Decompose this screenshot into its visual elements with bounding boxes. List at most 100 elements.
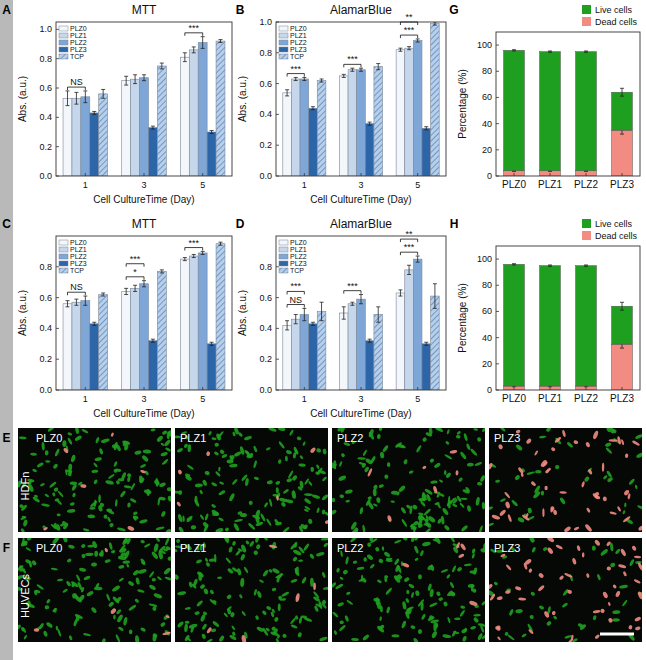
cell <box>479 475 485 483</box>
cell <box>19 504 24 509</box>
y-tick-label: 0.6 <box>259 293 272 303</box>
cell <box>332 463 337 469</box>
error-cap <box>311 325 315 326</box>
cell <box>44 493 49 498</box>
error-line <box>295 315 296 324</box>
micrograph <box>175 538 328 642</box>
cell <box>316 507 320 513</box>
cell <box>423 508 431 516</box>
error-cap <box>433 308 437 309</box>
error-cap <box>320 82 324 83</box>
cell <box>507 514 512 523</box>
bar <box>189 256 198 390</box>
y-tick <box>496 311 499 312</box>
cell <box>243 566 249 573</box>
cell <box>559 491 566 494</box>
error-bar <box>294 77 298 80</box>
cell <box>534 450 539 456</box>
error-cap <box>368 342 372 343</box>
cell <box>297 632 302 638</box>
cell <box>551 611 556 616</box>
cell <box>211 503 217 508</box>
cell <box>467 462 474 467</box>
y-tick-label: 80 <box>482 66 492 76</box>
cell <box>542 508 544 517</box>
micrograph-bg <box>489 538 642 642</box>
cell <box>98 494 101 502</box>
error-bar <box>424 127 428 130</box>
cell <box>290 624 297 629</box>
cell <box>204 470 210 475</box>
x-tick-label: PLZ3 <box>610 179 634 190</box>
cell <box>402 562 410 568</box>
cell <box>91 469 98 473</box>
cell <box>45 450 49 455</box>
error-cap <box>74 299 78 300</box>
error-cap <box>302 77 306 78</box>
cell <box>458 553 465 559</box>
legend-label: PLZ2 <box>70 39 87 46</box>
cell <box>470 448 478 457</box>
y-tick-label: 40 <box>482 333 492 343</box>
cell <box>625 453 629 458</box>
cell <box>637 505 642 511</box>
cell <box>127 477 131 483</box>
cell <box>135 577 140 585</box>
error-cap <box>433 283 437 284</box>
cell <box>240 544 247 553</box>
x-tick-label: 5 <box>415 394 420 404</box>
error-line <box>369 339 370 342</box>
cell <box>592 545 596 550</box>
cell <box>127 580 134 587</box>
bar <box>198 43 207 176</box>
cell <box>429 589 434 598</box>
cell <box>57 490 64 497</box>
cell <box>319 636 328 642</box>
cell <box>269 498 273 507</box>
marks <box>283 256 439 390</box>
cell <box>459 451 467 460</box>
cell <box>241 610 246 616</box>
error-bar <box>342 74 346 77</box>
cell <box>175 548 178 553</box>
cell <box>226 606 232 612</box>
cell <box>167 495 171 501</box>
bar <box>81 97 90 176</box>
cell <box>622 571 627 577</box>
y-tick <box>56 359 59 360</box>
error-cap <box>219 39 223 40</box>
cell <box>447 617 451 624</box>
legend-label: PLZ2 <box>290 39 307 46</box>
error-bar <box>65 301 69 307</box>
y-tick <box>276 52 279 53</box>
error-cap <box>548 266 552 267</box>
bar-segment <box>576 52 597 171</box>
cell <box>582 552 585 557</box>
marks <box>63 37 225 176</box>
cell <box>441 568 449 573</box>
cell <box>379 616 382 621</box>
cell <box>156 435 164 443</box>
cell <box>321 476 327 482</box>
error-line <box>343 74 344 77</box>
cell <box>477 482 483 486</box>
cell <box>322 509 326 514</box>
error-cap <box>294 314 298 315</box>
error-bar <box>620 302 624 310</box>
legend-swatch <box>59 26 68 31</box>
error-cap <box>92 114 96 115</box>
cell <box>609 439 618 442</box>
cell <box>148 584 156 591</box>
cell <box>160 442 165 446</box>
cell <box>335 583 344 590</box>
x-tick <box>304 387 305 390</box>
cell <box>451 630 456 637</box>
error-line <box>193 47 194 53</box>
cell <box>206 638 213 642</box>
image-label: PLZ2 <box>337 432 363 444</box>
panel-letter: E <box>2 431 10 445</box>
cell <box>342 569 349 575</box>
bar <box>72 302 81 390</box>
cell <box>206 627 212 634</box>
error-cap <box>210 342 214 343</box>
